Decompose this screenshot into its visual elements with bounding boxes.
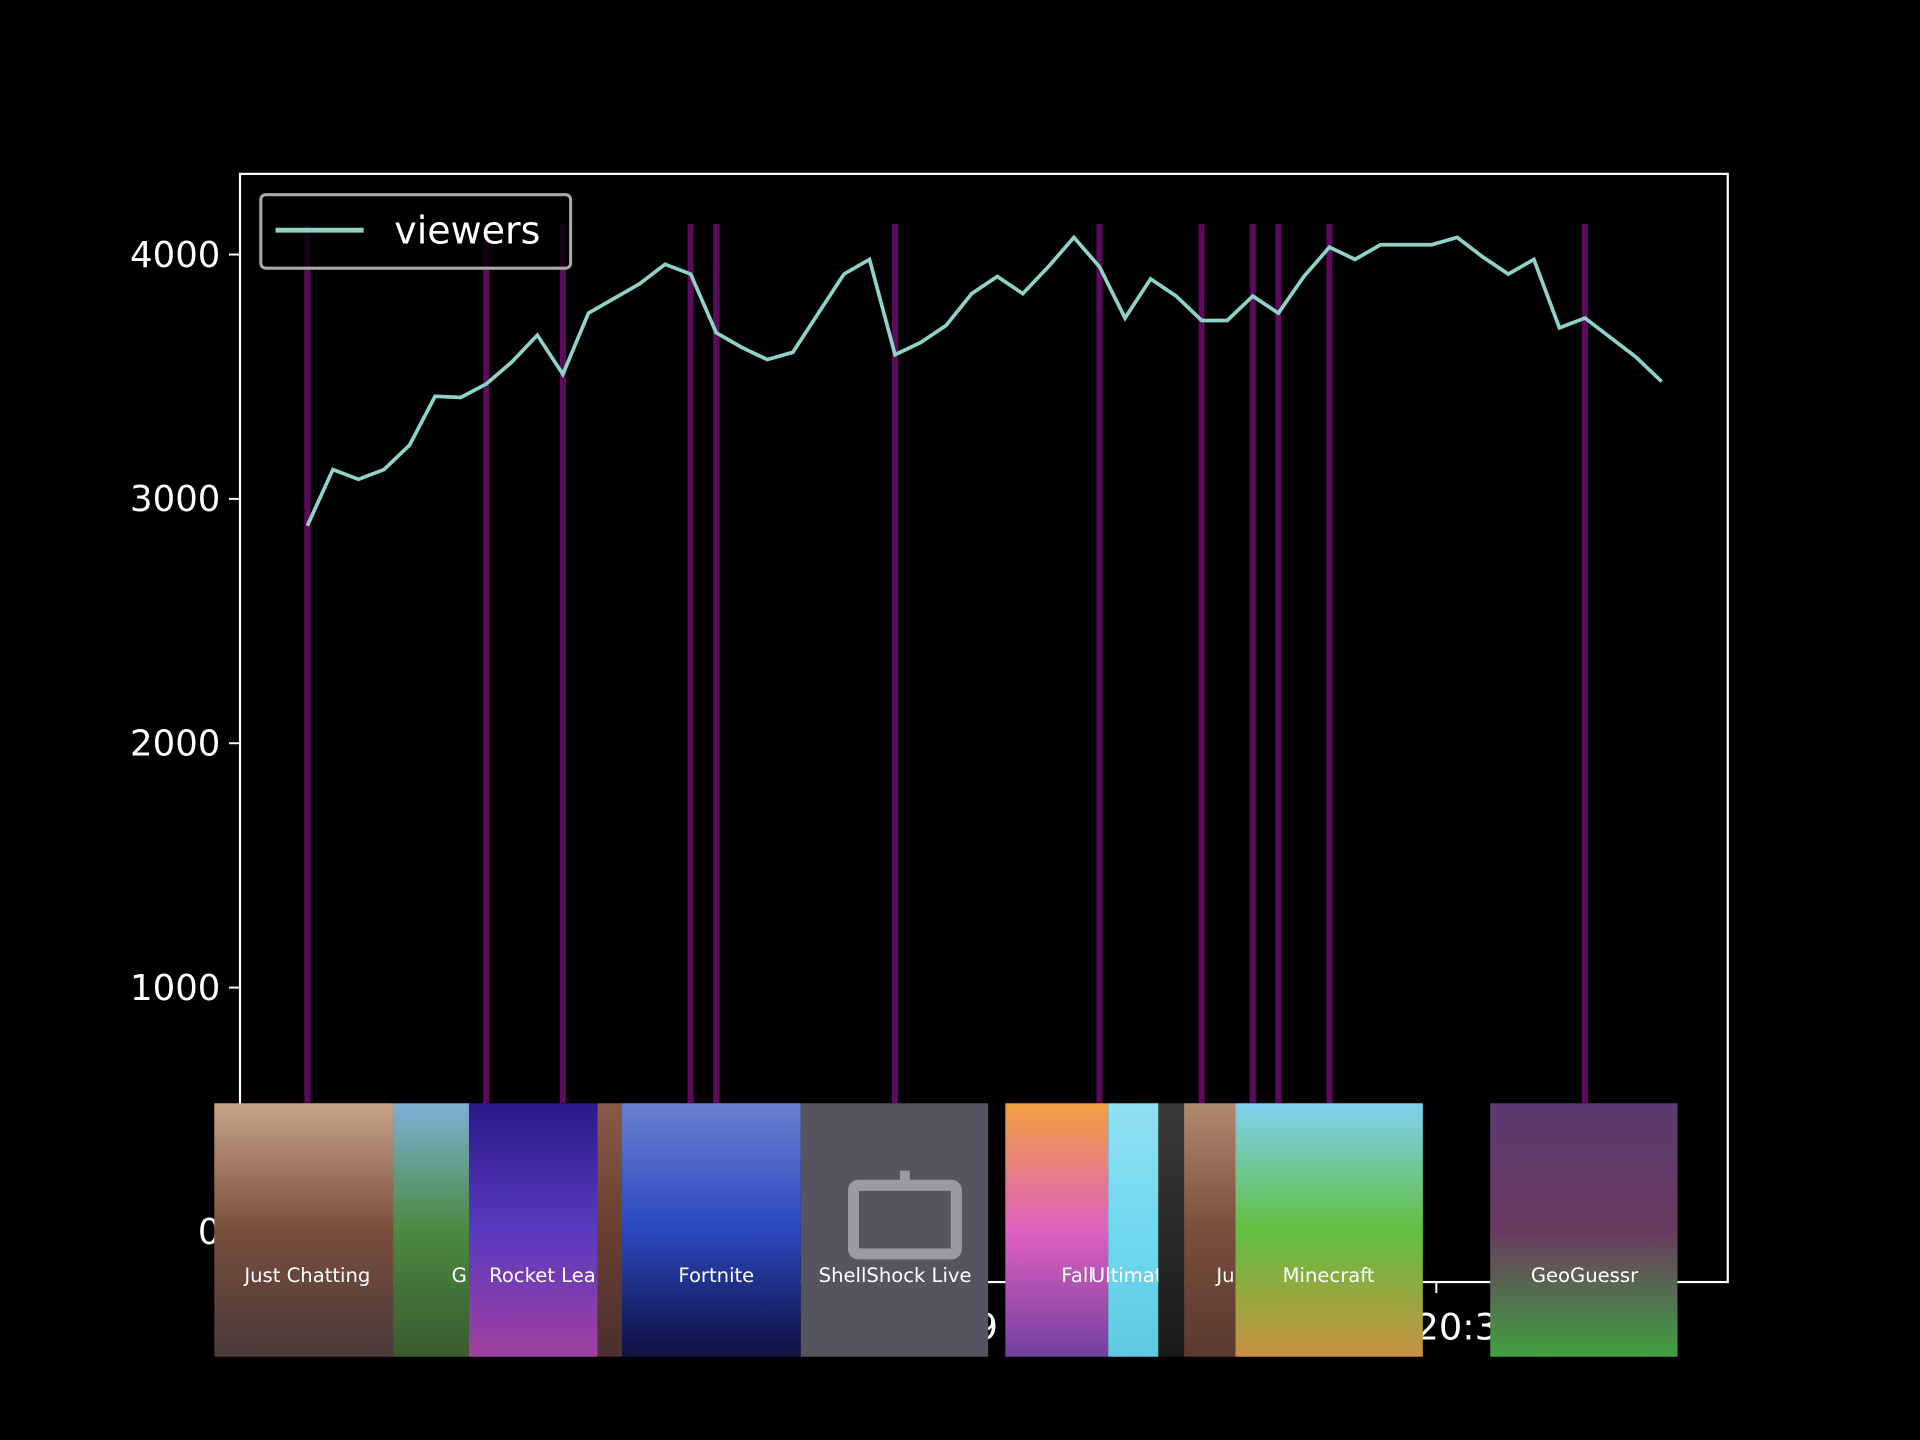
game-tile-label: ShellShock Live (819, 1264, 972, 1287)
game-tile-image (214, 1103, 394, 1357)
y-tick-label: 3000 (130, 479, 220, 520)
legend: viewers (259, 193, 573, 270)
game-tile-image (1108, 1103, 1159, 1357)
game-tile-image (393, 1103, 469, 1357)
game-tile-label: Just Chatting (242, 1264, 370, 1287)
game-tile-image (1490, 1103, 1678, 1357)
game-tiles: Just Chatting G Rocket Lea Fortnite ShellSho… (214, 1103, 1678, 1357)
game-tile-image (468, 1103, 598, 1357)
game-tile-label: Fall (1061, 1264, 1093, 1287)
game-tile-label: Minecraft (1283, 1264, 1375, 1287)
game-tile-image (597, 1103, 623, 1357)
game-tile-label: Fortnite (678, 1264, 754, 1287)
viewers-line (305, 234, 1663, 527)
y-tick-label: 4000 (130, 235, 220, 276)
game-tile-image (1005, 1103, 1109, 1357)
game-tile-label: G (452, 1264, 467, 1287)
legend-box (259, 193, 573, 270)
y-tick-label: 1000 (130, 968, 220, 1009)
game-tile-image (1235, 1103, 1423, 1357)
game-tile-label: GeoGuessr (1531, 1264, 1639, 1287)
gamepad-icon-antenna (900, 1170, 910, 1186)
y-tick-label: 2000 (130, 723, 220, 764)
legend-label: viewers (394, 209, 540, 253)
game-tile-image (1184, 1103, 1236, 1357)
game-tile-label: Rocket Lea (489, 1264, 596, 1287)
game-tile-image (1158, 1103, 1185, 1357)
game-tile-image (622, 1103, 801, 1357)
game-tile-label: Ultimate (1091, 1264, 1175, 1287)
x-tick-label: 20:3 (1416, 1306, 1498, 1349)
